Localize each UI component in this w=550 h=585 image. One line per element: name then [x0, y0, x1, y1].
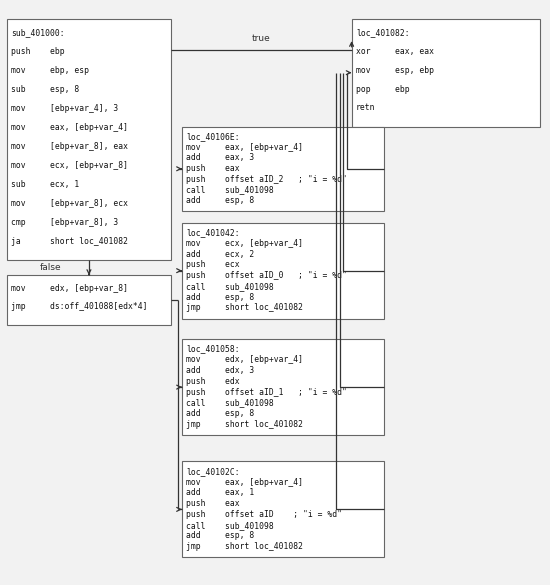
- Text: add     esp, 8: add esp, 8: [186, 292, 255, 302]
- FancyBboxPatch shape: [182, 339, 384, 435]
- Text: add     eax, 1: add eax, 1: [186, 488, 255, 497]
- Text: loc_40106E:: loc_40106E:: [186, 132, 240, 141]
- Text: call    sub_401098: call sub_401098: [186, 282, 274, 291]
- Text: loc_40102C:: loc_40102C:: [186, 467, 240, 476]
- Text: push    ebp: push ebp: [11, 47, 65, 56]
- Text: mov     [ebp+var_8], ecx: mov [ebp+var_8], ecx: [11, 199, 128, 208]
- Text: mov     eax, [ebp+var_4]: mov eax, [ebp+var_4]: [186, 143, 304, 152]
- Text: push    offset aID    ; "i = %d": push offset aID ; "i = %d": [186, 510, 342, 519]
- Text: mov     ebp, esp: mov ebp, esp: [11, 67, 89, 75]
- Text: mov     eax, [ebp+var_4]: mov eax, [ebp+var_4]: [11, 123, 128, 132]
- Text: loc_401042:: loc_401042:: [186, 228, 240, 237]
- Text: jmp     short loc_401082: jmp short loc_401082: [186, 304, 304, 312]
- Text: mov     ecx, [ebp+var_8]: mov ecx, [ebp+var_8]: [11, 161, 128, 170]
- Text: add     ecx, 2: add ecx, 2: [186, 250, 255, 259]
- Text: push    offset aID_0   ; "i = %d": push offset aID_0 ; "i = %d": [186, 271, 347, 280]
- Text: mov     eax, [ebp+var_4]: mov eax, [ebp+var_4]: [186, 477, 304, 487]
- Text: mov     [ebp+var_8], eax: mov [ebp+var_8], eax: [11, 142, 128, 152]
- Text: xor     eax, eax: xor eax, eax: [356, 47, 434, 56]
- Text: add     esp, 8: add esp, 8: [186, 196, 255, 205]
- Text: call    sub_401098: call sub_401098: [186, 185, 274, 194]
- Text: jmp     short loc_401082: jmp short loc_401082: [186, 542, 304, 551]
- Text: add     eax, 3: add eax, 3: [186, 153, 255, 162]
- Text: push    edx: push edx: [186, 377, 240, 386]
- Text: sub     esp, 8: sub esp, 8: [11, 85, 80, 94]
- Text: loc_401082:: loc_401082:: [356, 29, 410, 37]
- FancyBboxPatch shape: [351, 19, 541, 126]
- Text: pop     ebp: pop ebp: [356, 85, 410, 94]
- Text: false: false: [40, 263, 62, 272]
- Text: mov     edx, [ebp+var_4]: mov edx, [ebp+var_4]: [186, 355, 304, 364]
- Text: call    sub_401098: call sub_401098: [186, 521, 274, 529]
- Text: ja      short loc_401082: ja short loc_401082: [11, 237, 128, 246]
- Text: add     esp, 8: add esp, 8: [186, 409, 255, 418]
- Text: push    ecx: push ecx: [186, 260, 240, 270]
- Text: mov     [ebp+var_4], 3: mov [ebp+var_4], 3: [11, 104, 118, 113]
- Text: cmp     [ebp+var_8], 3: cmp [ebp+var_8], 3: [11, 218, 118, 227]
- Text: push    eax: push eax: [186, 499, 240, 508]
- Text: mov     edx, [ebp+var_8]: mov edx, [ebp+var_8]: [11, 284, 128, 293]
- FancyBboxPatch shape: [182, 223, 384, 319]
- Text: mov     ecx, [ebp+var_4]: mov ecx, [ebp+var_4]: [186, 239, 304, 248]
- Text: call    sub_401098: call sub_401098: [186, 398, 274, 407]
- FancyBboxPatch shape: [182, 126, 384, 211]
- Text: add     esp, 8: add esp, 8: [186, 531, 255, 541]
- FancyBboxPatch shape: [7, 19, 171, 260]
- Text: push    eax: push eax: [186, 164, 240, 173]
- Text: retn: retn: [356, 104, 376, 112]
- Text: jmp     short loc_401082: jmp short loc_401082: [186, 420, 304, 429]
- Text: mov     esp, ebp: mov esp, ebp: [356, 66, 434, 75]
- Text: jmp     ds:off_401088[edx*4]: jmp ds:off_401088[edx*4]: [11, 302, 148, 311]
- Text: push    offset aID_1   ; "i = %d": push offset aID_1 ; "i = %d": [186, 388, 347, 397]
- Text: loc_401058:: loc_401058:: [186, 345, 240, 353]
- Text: sub     ecx, 1: sub ecx, 1: [11, 180, 80, 189]
- Text: add     edx, 3: add edx, 3: [186, 366, 255, 375]
- FancyBboxPatch shape: [7, 275, 171, 325]
- Text: true: true: [252, 35, 271, 43]
- Text: push    offset aID_2   ; "i = %d": push offset aID_2 ; "i = %d": [186, 174, 347, 184]
- Text: sub_401000:: sub_401000:: [11, 29, 65, 37]
- FancyBboxPatch shape: [182, 462, 384, 558]
